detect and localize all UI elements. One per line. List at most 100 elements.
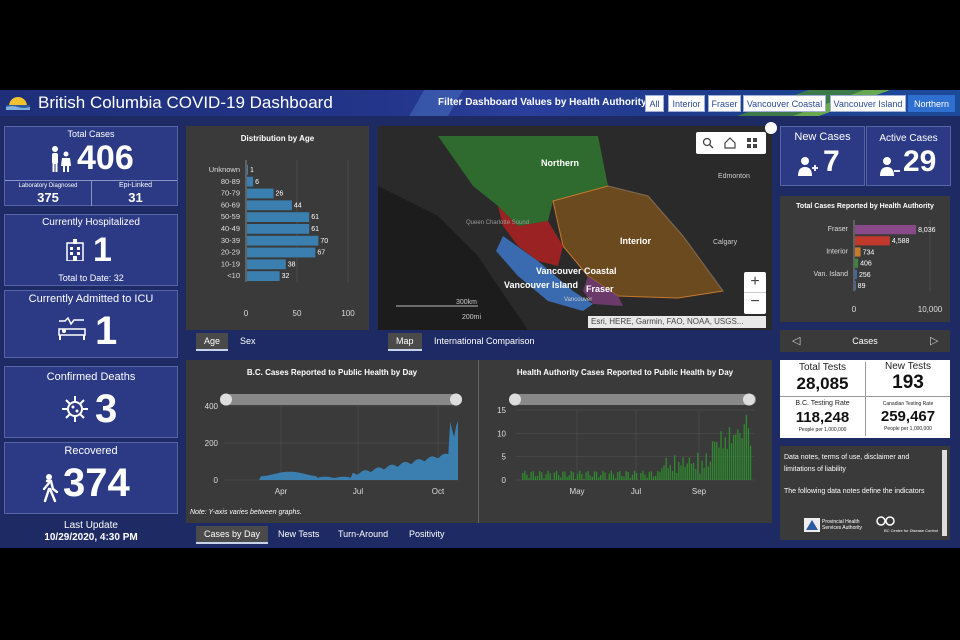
tab-map[interactable]: Map — [388, 333, 422, 351]
ha-daily-bar — [730, 443, 733, 480]
search-icon[interactable] — [702, 137, 714, 149]
ha-daily-bar — [551, 479, 553, 480]
tab-cases-by-day[interactable]: Cases by Day — [196, 526, 269, 544]
home-icon[interactable] — [724, 137, 736, 149]
ha-daily-bar — [657, 471, 659, 480]
chevron-left-icon[interactable]: ◁ — [792, 335, 801, 347]
ha-daily-bar — [545, 474, 547, 480]
ha-daily-bar — [686, 463, 688, 480]
zoom-in-button[interactable]: + — [744, 272, 766, 293]
icu-label: Currently Admitted to ICU — [28, 293, 154, 305]
epi-linked-value: 31 — [128, 190, 143, 205]
filter-northern-button[interactable]: Northern — [908, 95, 955, 112]
tab-international-comparison[interactable]: International Comparison — [434, 336, 535, 346]
tab-sex[interactable]: Sex — [240, 336, 256, 346]
ha-daily-bar — [661, 468, 663, 480]
ha-daily-bar — [701, 460, 703, 480]
ha-daily-bar — [743, 424, 745, 480]
ha-daily-bar — [707, 466, 709, 480]
map-label-vancouver: Vancouver — [564, 297, 592, 303]
tab-turn-around[interactable]: Turn-Around — [338, 529, 389, 539]
ha-daily-bar — [566, 476, 568, 480]
age-bar — [247, 247, 316, 258]
ha-daily-bar — [680, 465, 682, 480]
map-panel[interactable]: Northern Edmonton Queen Charlotte Sound … — [378, 126, 772, 330]
data-notes-body: The following data notes define the indi… — [784, 488, 925, 495]
filter-interior-button[interactable]: Interior — [668, 95, 705, 112]
ha-x-tick: May — [569, 487, 584, 496]
zoom-controls: + − — [744, 272, 766, 314]
ha-daily-bar — [695, 469, 697, 480]
ha-bar-value: 256 — [859, 272, 871, 279]
ha-nav-bar: ◁ Cases ▷ — [780, 330, 950, 352]
age-x-tick: 100 — [341, 309, 355, 318]
ha-daily-bar — [555, 470, 558, 480]
daily-cases-panel: B.C. Cases Reported to Public Health by … — [186, 360, 772, 523]
hospital-icon — [66, 239, 84, 261]
ha-daily-bar — [627, 471, 629, 480]
ha-bar-value: 89 — [858, 283, 866, 290]
ha-bar — [855, 269, 857, 279]
notes-scrollbar[interactable] — [942, 450, 947, 536]
bc-x-tick: Apr — [275, 487, 288, 496]
hospitalized-label: Currently Hospitalized — [42, 217, 140, 228]
ha-daily-bar — [524, 470, 526, 480]
total-tests-label: Total Tests — [798, 362, 847, 373]
bc-sun-logo-icon — [6, 97, 30, 110]
grid-icon[interactable] — [746, 137, 758, 149]
filter-vancouver-island-button[interactable]: Vancouver Island — [830, 95, 906, 112]
bc-rate-value: 118,248 — [795, 409, 850, 426]
ha-daily-bar — [522, 473, 524, 480]
lab-diagnosed-value: 375 — [37, 190, 59, 205]
age-category-label: 10-19 — [221, 259, 240, 268]
tab-positivity[interactable]: Positivity — [409, 529, 445, 539]
ha-daily-bar — [564, 471, 566, 480]
map-scale-mi: 200mi — [462, 314, 482, 321]
testing-card: Total Tests 28,085 New Tests 193 B.C. Te… — [780, 360, 950, 438]
ha-daily-bar — [711, 441, 714, 480]
ha-daily-bar — [665, 457, 667, 480]
daily-tabs: Cases by Day New Tests Turn-Around Posit… — [196, 526, 496, 544]
ha-daily-bar — [659, 472, 661, 480]
ha-cases-panel: Total Cases Reported by Health Authority… — [780, 196, 950, 322]
ha-daily-bar — [528, 477, 530, 480]
ha-daily-bar — [570, 470, 572, 480]
chevron-right-icon[interactable]: ▷ — [930, 335, 939, 347]
filter-all-button[interactable]: All — [645, 95, 664, 112]
age-bar — [247, 271, 280, 281]
ha-daily-bar — [610, 470, 612, 480]
ha-daily-bar — [747, 428, 750, 480]
bc-map[interactable]: Northern Edmonton Queen Charlotte Sound … — [378, 126, 772, 330]
ha-daily-bar — [688, 457, 690, 480]
map-scale-km: 300km — [456, 299, 477, 306]
tab-new-tests[interactable]: New Tests — [278, 529, 320, 539]
filter-vancouver-coastal-button[interactable]: Vancouver Coastal — [743, 95, 826, 112]
zoom-out-button[interactable]: − — [750, 293, 760, 310]
epi-linked-label: Epi-Linked — [118, 182, 153, 189]
filter-fraser-button[interactable]: Fraser — [708, 95, 741, 112]
ha-daily-bar — [692, 463, 695, 480]
ha-daily-bar — [640, 473, 642, 480]
can-rate-value: 259,467 — [880, 408, 936, 425]
daily-cases-charts: 0 200 400 Apr Jul Oct 0 5 10 15 May Jul Sep — [205, 393, 756, 496]
active-cases-label: Active Cases — [879, 133, 938, 144]
ha-daily-bar — [629, 478, 631, 480]
tab-age[interactable]: Age — [196, 333, 229, 351]
ha-daily-bar — [739, 433, 741, 480]
ha-daily-bar — [591, 476, 593, 480]
ha-bar-value: 734 — [863, 249, 875, 256]
expand-icon[interactable] — [765, 122, 777, 134]
age-bar — [247, 188, 274, 199]
ha-daily-bar — [579, 470, 581, 480]
person-active-icon — [880, 157, 900, 176]
new-tests-value: 193 — [892, 372, 924, 393]
age-category-label: 80-89 — [221, 177, 240, 186]
total-tests-value: 28,085 — [796, 374, 849, 393]
bc-y-tick: 200 — [205, 439, 219, 448]
bc-rate-label: B.C. Testing Rate — [795, 400, 850, 407]
ha-x-tick: 10,000 — [918, 305, 943, 314]
total-cases-value: 406 — [77, 139, 134, 177]
total-cases-label: Total Cases — [67, 129, 115, 139]
ha-cases-title: Total Cases Reported by Health Authority — [796, 203, 934, 210]
hospitalized-card: Currently Hospitalized 1 Total to Date: … — [4, 214, 178, 286]
